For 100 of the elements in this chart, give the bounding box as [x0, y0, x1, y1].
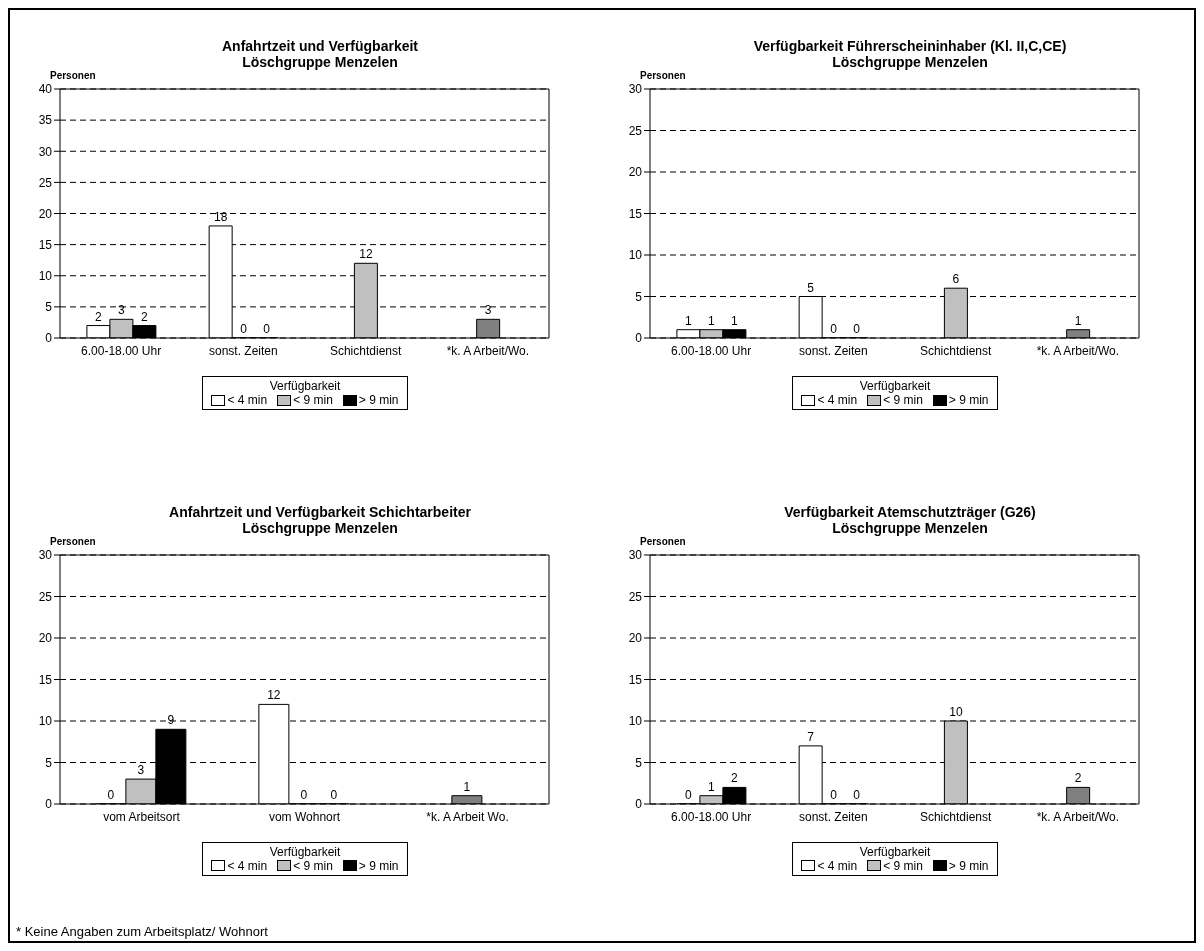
y-tick-label: 20 — [628, 630, 643, 645]
y-tick-label: 25 — [38, 175, 53, 190]
legend-label: < 9 min — [292, 393, 333, 407]
legend-title: Verfügbarkeit — [268, 844, 342, 859]
data-label: 0 — [830, 321, 838, 336]
data-label: 3 — [484, 303, 492, 318]
data-label: 0 — [300, 787, 308, 802]
legend-label: > 9 min — [357, 858, 399, 873]
y-tick-label: 5 — [45, 755, 53, 770]
y-tick-label: 10 — [38, 269, 53, 284]
x-tick-label: sonst. Zeiten — [799, 809, 868, 824]
y-axis-title: Personen — [640, 70, 687, 82]
data-label: 6 — [952, 272, 960, 287]
chart-subtitle: Löschgruppe Menzelen — [832, 519, 988, 536]
y-tick-label: 20 — [38, 630, 53, 645]
data-label: 1 — [1074, 313, 1082, 328]
x-tick-label: *k. A Arbeit/Wo. — [1036, 343, 1120, 358]
data-label: 2 — [95, 309, 103, 324]
legend-title: Verfügbarkeit — [858, 379, 932, 393]
legend-label: < 4 min — [226, 393, 268, 407]
y-axis-title: Personen — [640, 535, 687, 548]
data-label: 1 — [463, 779, 471, 794]
x-tick-label: Schichtdienst — [919, 809, 992, 824]
chart-title: Anfahrtzeit und Verfügbarkeit — [221, 38, 419, 54]
chart-title: Verfügbarkeit Führerscheininhaber (Kl. II,C,CE) — [752, 38, 1068, 54]
data-label: 3 — [137, 762, 145, 777]
legend-label: > 9 min — [947, 858, 989, 873]
data-label: 0 — [107, 787, 115, 802]
chart-subtitle: Löschgruppe Menzelen — [241, 519, 399, 536]
x-tick-label: 6.00-18.00 Uhr — [81, 343, 162, 358]
y-tick-label: 25 — [628, 123, 643, 138]
data-label: 5 — [807, 280, 815, 295]
data-label: 0 — [263, 321, 271, 336]
x-tick-label: *k. A Arbeit/Wo. — [446, 343, 530, 358]
y-tick-label: 25 — [38, 589, 53, 604]
data-label: 1 — [685, 313, 693, 328]
legend-label: > 9 min — [947, 393, 989, 407]
y-tick-label: 30 — [628, 82, 643, 97]
data-label: 1 — [731, 313, 739, 328]
y-tick-label: 10 — [628, 248, 643, 263]
y-tick-label: 30 — [628, 547, 643, 562]
x-tick-label: vom Wohnort — [268, 809, 341, 824]
y-tick-label: 30 — [38, 547, 53, 562]
data-label: 0 — [240, 321, 248, 336]
y-tick-label: 5 — [45, 300, 53, 315]
legend-label: < 4 min — [226, 858, 268, 873]
data-label: 0 — [853, 787, 861, 802]
legend-label: < 4 min — [816, 393, 858, 407]
y-tick-label: 0 — [635, 796, 643, 811]
legend-label: < 9 min — [882, 393, 923, 407]
data-label: 0 — [685, 787, 693, 802]
x-tick-label: 6.00-18.00 Uhr — [671, 809, 752, 824]
x-tick-label: vom Arbeitsort — [103, 809, 181, 824]
legend-label: > 9 min — [357, 393, 399, 407]
y-tick-label: 0 — [635, 331, 643, 346]
y-tick-label: 5 — [635, 755, 643, 770]
y-tick-label: 25 — [628, 589, 643, 604]
x-tick-label: sonst. Zeiten — [799, 343, 868, 358]
x-tick-label: *k. A Arbeit Wo. — [426, 809, 509, 824]
text: * Keine Angaben zum Arbeitsplatz/ Wohnort — [16, 923, 268, 939]
data-label: 2 — [731, 770, 739, 785]
legend-title: Verfügbarkeit — [268, 379, 342, 393]
data-label: 7 — [807, 729, 815, 744]
data-label: 1 — [708, 313, 716, 328]
y-axis-title: Personen — [50, 535, 97, 548]
y-tick-label: 0 — [45, 331, 53, 346]
legend-label: < 9 min — [883, 858, 923, 873]
data-label: 9 — [167, 712, 175, 727]
chart-title: Anfahrtzeit und Verfügbarkeit Schichtarbeiter — [168, 503, 472, 520]
y-tick-label: 30 — [38, 144, 53, 159]
y-tick-label: 10 — [38, 713, 53, 728]
y-tick-label: 20 — [628, 165, 643, 180]
y-tick-label: 15 — [628, 206, 643, 221]
legend-label: < 9 min — [293, 858, 333, 873]
x-tick-label: 6.00-18.00 Uhr — [671, 343, 752, 358]
x-tick-label: sonst. Zeiten — [209, 343, 278, 358]
y-tick-label: 5 — [635, 289, 643, 304]
y-tick-label: 35 — [38, 113, 53, 128]
x-tick-label: Schichtdienst — [329, 343, 402, 358]
chart-title: Verfügbarkeit Atemschutzträger (G26) — [783, 503, 1037, 520]
legend-title: Verfügbarkeit — [858, 844, 932, 859]
x-tick-label: *k. A Arbeit/Wo. — [1036, 809, 1120, 824]
x-tick-label: Schichtdienst — [919, 343, 992, 358]
y-tick-label: 10 — [628, 713, 643, 728]
y-tick-label: 15 — [628, 672, 643, 687]
data-label: 2 — [1074, 770, 1082, 785]
data-label: 0 — [330, 787, 338, 802]
data-label: 2 — [141, 309, 149, 324]
y-tick-label: 0 — [45, 796, 53, 811]
data-label: 10 — [949, 704, 963, 719]
y-tick-label: 40 — [38, 82, 53, 97]
legend-label: < 4 min — [816, 858, 858, 873]
y-tick-label: 15 — [38, 237, 53, 252]
data-label: 3 — [118, 303, 126, 318]
data-label: 0 — [853, 321, 861, 336]
y-tick-label: 20 — [38, 206, 53, 221]
data-label: 0 — [830, 787, 838, 802]
data-label: 12 — [359, 247, 373, 262]
data-label: 12 — [267, 687, 281, 702]
y-tick-label: 15 — [38, 672, 53, 687]
